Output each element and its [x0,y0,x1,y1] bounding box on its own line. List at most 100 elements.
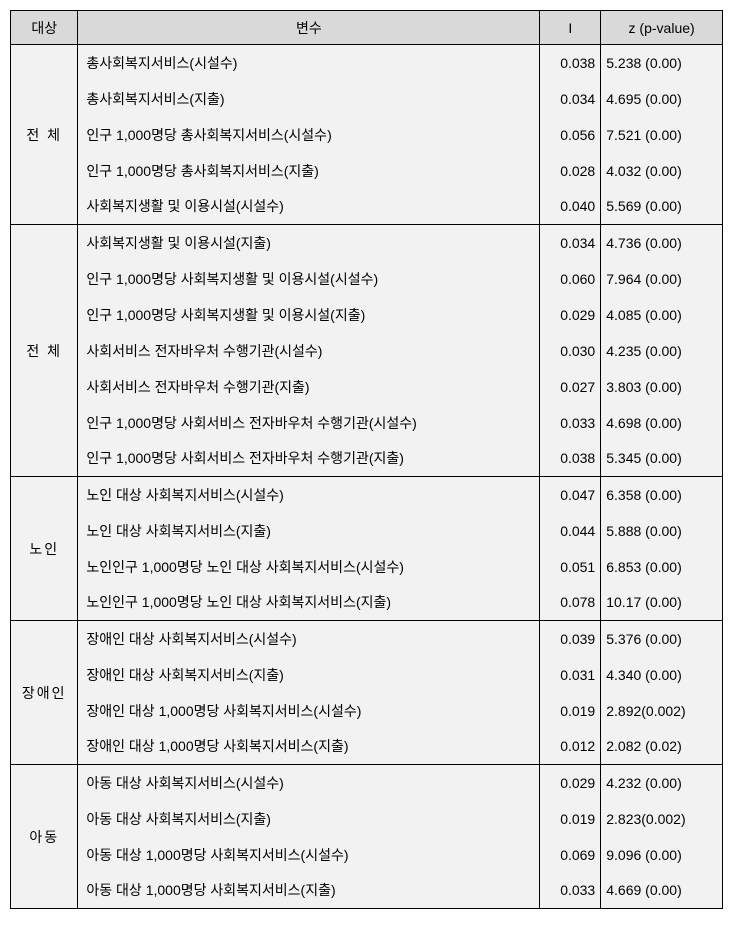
table-row: 노인인구 1,000명당 노인 대상 사회복지서비스(지출)0.07810.17… [11,585,723,621]
z-cell: 10.17 (0.00) [601,585,723,621]
variable-cell: 아동 대상 사회복지서비스(지출) [78,801,540,837]
target-cell: 노인 [11,477,78,621]
table-row: 아동 대상 사회복지서비스(지출)0.0192.823(0.002) [11,801,723,837]
i-cell: 0.031 [540,657,601,693]
variable-cell: 아동 대상 1,000명당 사회복지서비스(시설수) [78,837,540,873]
variable-cell: 장애인 대상 1,000명당 사회복지서비스(시설수) [78,693,540,729]
variable-cell: 인구 1,000명당 사회복지생활 및 이용시설(지출) [78,297,540,333]
table-row: 인구 1,000명당 사회복지생활 및 이용시설(시설수)0.0607.964 … [11,261,723,297]
i-cell: 0.019 [540,693,601,729]
i-cell: 0.078 [540,585,601,621]
target-cell: 아동 [11,765,78,909]
i-cell: 0.019 [540,801,601,837]
i-cell: 0.029 [540,765,601,801]
target-cell: 전 체 [11,45,78,225]
variable-cell: 노인 대상 사회복지서비스(지출) [78,513,540,549]
target-cell: 전 체 [11,225,78,477]
variable-cell: 아동 대상 1,000명당 사회복지서비스(지출) [78,873,540,909]
table-row: 아동아동 대상 사회복지서비스(시설수)0.0294.232 (0.00) [11,765,723,801]
variable-cell: 총사회복지서비스(시설수) [78,45,540,81]
table-row: 장애인 대상 사회복지서비스(지출)0.0314.340 (0.00) [11,657,723,693]
table-row: 사회서비스 전자바우처 수행기관(지출)0.0273.803 (0.00) [11,369,723,405]
z-cell: 4.736 (0.00) [601,225,723,261]
i-cell: 0.012 [540,729,601,765]
i-cell: 0.029 [540,297,601,333]
z-cell: 4.695 (0.00) [601,81,723,117]
z-cell: 4.669 (0.00) [601,873,723,909]
i-cell: 0.027 [540,369,601,405]
i-cell: 0.033 [540,873,601,909]
z-cell: 2.823(0.002) [601,801,723,837]
table-row: 노인노인 대상 사회복지서비스(시설수)0.0476.358 (0.00) [11,477,723,513]
variable-cell: 인구 1,000명당 사회복지생활 및 이용시설(시설수) [78,261,540,297]
z-cell: 4.340 (0.00) [601,657,723,693]
table-row: 아동 대상 1,000명당 사회복지서비스(지출)0.0334.669 (0.0… [11,873,723,909]
z-cell: 7.521 (0.00) [601,117,723,153]
variable-cell: 장애인 대상 사회복지서비스(시설수) [78,621,540,657]
table-row: 노인 대상 사회복지서비스(지출)0.0445.888 (0.00) [11,513,723,549]
table-row: 전 체총사회복지서비스(시설수)0.0385.238 (0.00) [11,45,723,81]
z-cell: 2.892(0.002) [601,693,723,729]
i-cell: 0.034 [540,81,601,117]
z-cell: 4.032 (0.00) [601,153,723,189]
header-variable: 변수 [78,11,540,45]
z-cell: 4.698 (0.00) [601,405,723,441]
table-row: 사회서비스 전자바우처 수행기관(시설수)0.0304.235 (0.00) [11,333,723,369]
table-row: 총사회복지서비스(지출)0.0344.695 (0.00) [11,81,723,117]
variable-cell: 사회복지생활 및 이용시설(지출) [78,225,540,261]
z-cell: 5.888 (0.00) [601,513,723,549]
i-cell: 0.034 [540,225,601,261]
variable-cell: 사회서비스 전자바우처 수행기관(지출) [78,369,540,405]
table-row: 전 체사회복지생활 및 이용시설(지출)0.0344.736 (0.00) [11,225,723,261]
variable-cell: 장애인 대상 1,000명당 사회복지서비스(지출) [78,729,540,765]
z-cell: 5.376 (0.00) [601,621,723,657]
z-cell: 4.232 (0.00) [601,765,723,801]
variable-cell: 노인인구 1,000명당 노인 대상 사회복지서비스(지출) [78,585,540,621]
header-row: 대상 변수 I z (p-value) [11,11,723,45]
z-cell: 9.096 (0.00) [601,837,723,873]
table-row: 인구 1,000명당 사회서비스 전자바우처 수행기관(시설수)0.0334.6… [11,405,723,441]
header-target: 대상 [11,11,78,45]
i-cell: 0.056 [540,117,601,153]
table-row: 장애인장애인 대상 사회복지서비스(시설수)0.0395.376 (0.00) [11,621,723,657]
variable-cell: 노인 대상 사회복지서비스(시설수) [78,477,540,513]
table-row: 노인인구 1,000명당 노인 대상 사회복지서비스(시설수)0.0516.85… [11,549,723,585]
i-cell: 0.047 [540,477,601,513]
i-cell: 0.038 [540,441,601,477]
i-cell: 0.028 [540,153,601,189]
table-row: 사회복지생활 및 이용시설(시설수)0.0405.569 (0.00) [11,189,723,225]
z-cell: 2.082 (0.02) [601,729,723,765]
z-cell: 5.345 (0.00) [601,441,723,477]
table-row: 장애인 대상 1,000명당 사회복지서비스(시설수)0.0192.892(0.… [11,693,723,729]
z-cell: 4.085 (0.00) [601,297,723,333]
z-cell: 5.238 (0.00) [601,45,723,81]
data-table: 대상 변수 I z (p-value) 전 체총사회복지서비스(시설수)0.03… [10,10,723,909]
variable-cell: 노인인구 1,000명당 노인 대상 사회복지서비스(시설수) [78,549,540,585]
i-cell: 0.038 [540,45,601,81]
z-cell: 3.803 (0.00) [601,369,723,405]
i-cell: 0.060 [540,261,601,297]
i-cell: 0.040 [540,189,601,225]
variable-cell: 장애인 대상 사회복지서비스(지출) [78,657,540,693]
variable-cell: 총사회복지서비스(지출) [78,81,540,117]
variable-cell: 인구 1,000명당 사회서비스 전자바우처 수행기관(시설수) [78,405,540,441]
i-cell: 0.044 [540,513,601,549]
table-row: 아동 대상 1,000명당 사회복지서비스(시설수)0.0699.096 (0.… [11,837,723,873]
table-row: 인구 1,000명당 사회서비스 전자바우처 수행기관(지출)0.0385.34… [11,441,723,477]
z-cell: 7.964 (0.00) [601,261,723,297]
i-cell: 0.069 [540,837,601,873]
z-cell: 6.853 (0.00) [601,549,723,585]
target-cell: 장애인 [11,621,78,765]
variable-cell: 사회서비스 전자바우처 수행기관(시설수) [78,333,540,369]
table-body: 전 체총사회복지서비스(시설수)0.0385.238 (0.00)총사회복지서비… [11,45,723,909]
variable-cell: 사회복지생활 및 이용시설(시설수) [78,189,540,225]
i-cell: 0.033 [540,405,601,441]
variable-cell: 인구 1,000명당 총사회복지서비스(시설수) [78,117,540,153]
header-i: I [540,11,601,45]
variable-cell: 아동 대상 사회복지서비스(시설수) [78,765,540,801]
z-cell: 5.569 (0.00) [601,189,723,225]
variable-cell: 인구 1,000명당 총사회복지서비스(지출) [78,153,540,189]
variable-cell: 인구 1,000명당 사회서비스 전자바우처 수행기관(지출) [78,441,540,477]
i-cell: 0.039 [540,621,601,657]
z-cell: 6.358 (0.00) [601,477,723,513]
